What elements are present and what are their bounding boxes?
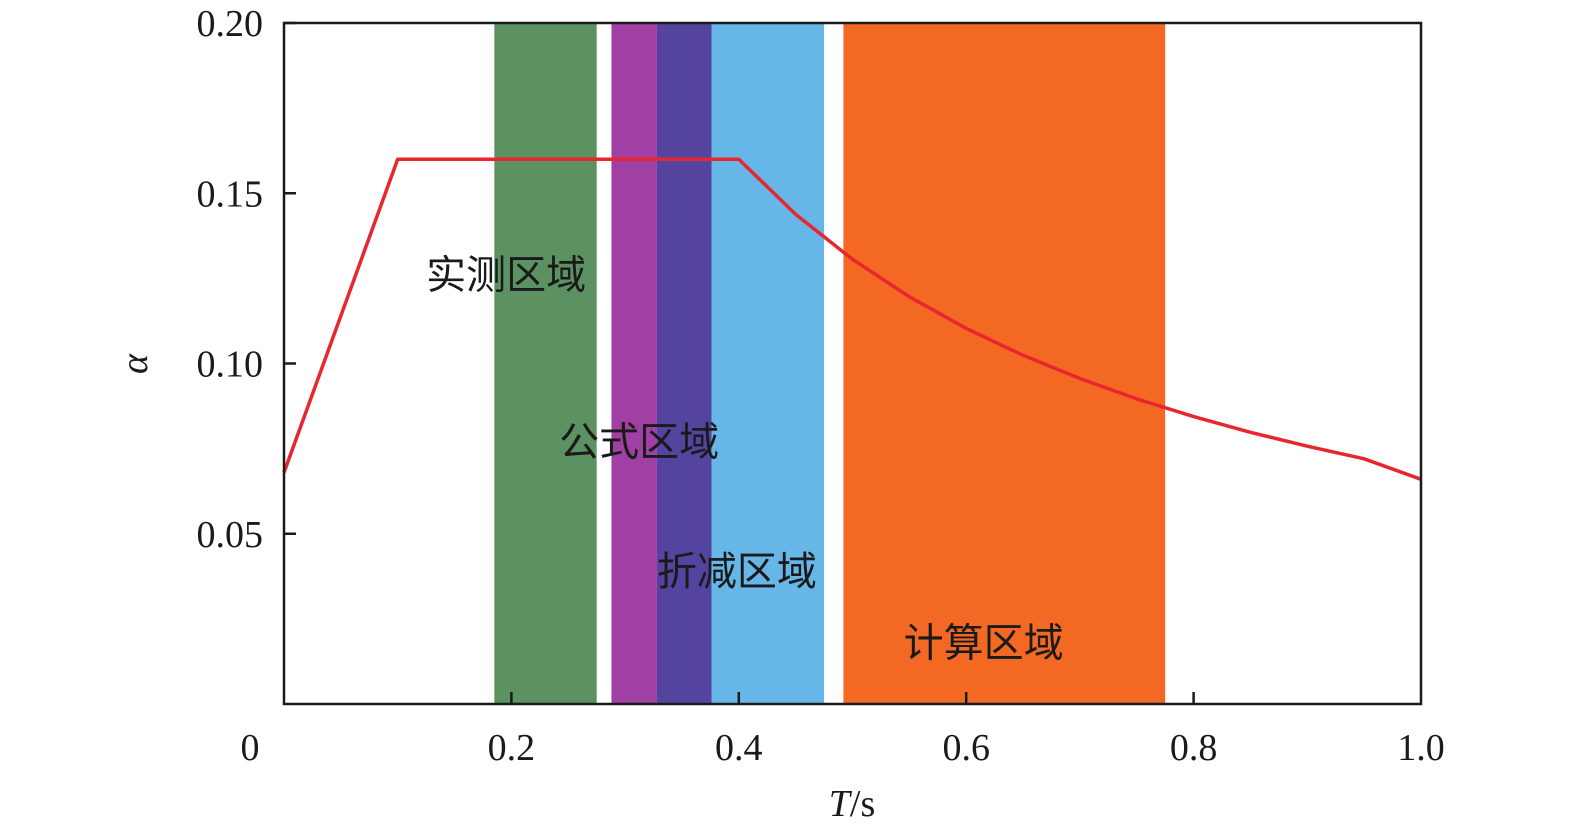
- tick-labels-layer: 0 0.2 0.4 0.6 0.8 1.0 0.05 0.10 0.15 0.20: [197, 3, 1445, 769]
- y-tick-label: 0.20: [197, 3, 264, 45]
- region-label-2: 折减区域: [657, 549, 817, 595]
- curve-layer: [282, 157, 1422, 481]
- ticks-layer: [284, 21, 1195, 704]
- y-axis-title: α: [114, 353, 156, 374]
- band-1: [611, 23, 657, 704]
- series-line-0: [282, 157, 1422, 481]
- band-3: [711, 23, 825, 704]
- x-tick-label: 0.8: [1170, 727, 1218, 769]
- x-tick-label: 1.0: [1397, 727, 1445, 769]
- band-0: [494, 23, 597, 704]
- x-axis-title: T/s: [829, 783, 876, 825]
- y-tick-label: 0.15: [197, 173, 264, 215]
- y-tick-label: 0.10: [197, 344, 264, 386]
- band-4: [843, 23, 1166, 704]
- x-tick-label: 0.4: [715, 727, 763, 769]
- region-label-0: 实测区域: [426, 253, 586, 299]
- region-label-1: 公式区域: [559, 419, 719, 465]
- band-2: [656, 23, 712, 704]
- x-tick-label: 0.6: [942, 727, 990, 769]
- x-tick-label: 0.2: [488, 727, 536, 769]
- bands-layer: [494, 23, 1166, 704]
- region-label-3: 计算区域: [904, 620, 1064, 666]
- y-tick-label: 0.05: [197, 514, 264, 556]
- x-tick-label: 0: [241, 727, 260, 769]
